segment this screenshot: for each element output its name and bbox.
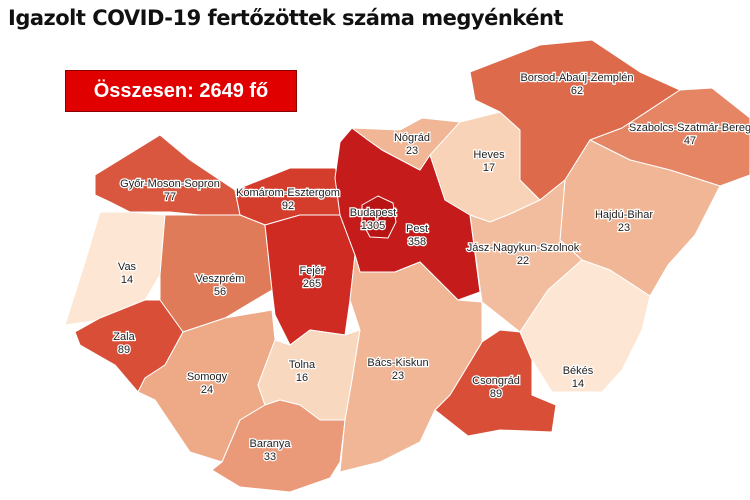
label-veszprem-value: 56 (214, 286, 226, 298)
label-heves-value: 17 (483, 162, 495, 174)
label-tolna-name: Tolna (289, 359, 316, 371)
label-tolna-value: 16 (296, 372, 308, 384)
label-baz-value: 62 (571, 85, 583, 97)
label-bk-value: 23 (392, 370, 404, 382)
label-ke-name: Komárom-Esztergom (236, 187, 340, 199)
label-fejer-value: 265 (303, 278, 321, 290)
county-bk[interactable] (339, 254, 483, 473)
label-bekes-value: 14 (572, 378, 584, 390)
label-budapest-name: Budapest (350, 207, 396, 219)
county-budapest[interactable] (361, 195, 397, 239)
label-baz-name: Borsod-Abaúj-Zemplén (520, 72, 633, 84)
county-jnsz[interactable] (469, 179, 583, 333)
label-csongrad-name: Csongrád (472, 375, 520, 387)
label-veszprem-name: Veszprém (196, 273, 245, 285)
page-title: Igazolt COVID-19 fertőzöttek száma megyé… (8, 6, 563, 30)
label-somogy-name: Somogy (187, 371, 228, 383)
label-nograd-value: 23 (406, 145, 418, 157)
label-hb-name: Hajdú-Bihar (595, 209, 653, 221)
label-gyms-value: 77 (164, 191, 176, 203)
county-baranya[interactable] (211, 399, 346, 493)
label-vas-name: Vas (118, 261, 137, 273)
label-baranya-name: Baranya (250, 438, 292, 450)
label-ke-value: 92 (282, 200, 294, 212)
label-jnsz-name: Jász-Nagykun-Szolnok (467, 242, 580, 254)
county-labels: Győr-Moson-Sopron 77 Komárom-Esztergom 9… (112, 71, 750, 465)
county-gyms[interactable] (94, 134, 241, 216)
label-vas-value: 14 (121, 274, 133, 286)
label-szszb-value: 47 (684, 135, 696, 147)
label-pest-value: 358 (408, 236, 426, 248)
label-heves-name: Heves (473, 149, 505, 161)
label-jnsz-value: 22 (517, 255, 529, 267)
label-szszb-name: Szabolcs-Szatmár-Bereg (629, 122, 750, 134)
county-veszprem[interactable] (159, 214, 273, 333)
label-bekes-name: Békés (563, 365, 594, 377)
label-budapest-value: 1305 (361, 220, 385, 232)
label-somogy-value: 24 (201, 384, 213, 396)
label-zala-value: 89 (118, 344, 130, 356)
label-nograd-name: Nógrád (394, 132, 430, 144)
label-zala-name: Zala (113, 331, 135, 343)
label-csongrad-value: 89 (490, 388, 502, 400)
label-gyms-name: Győr-Moson-Sopron (120, 178, 220, 190)
label-bk-name: Bács-Kiskun (367, 357, 428, 369)
label-fejer-name: Fejér (299, 265, 324, 277)
total-cases-badge: Összesen: 2649 fő (65, 70, 297, 112)
label-pest-name: Pest (406, 223, 428, 235)
label-hb-value: 23 (618, 222, 630, 234)
label-baranya-value: 33 (264, 451, 276, 463)
